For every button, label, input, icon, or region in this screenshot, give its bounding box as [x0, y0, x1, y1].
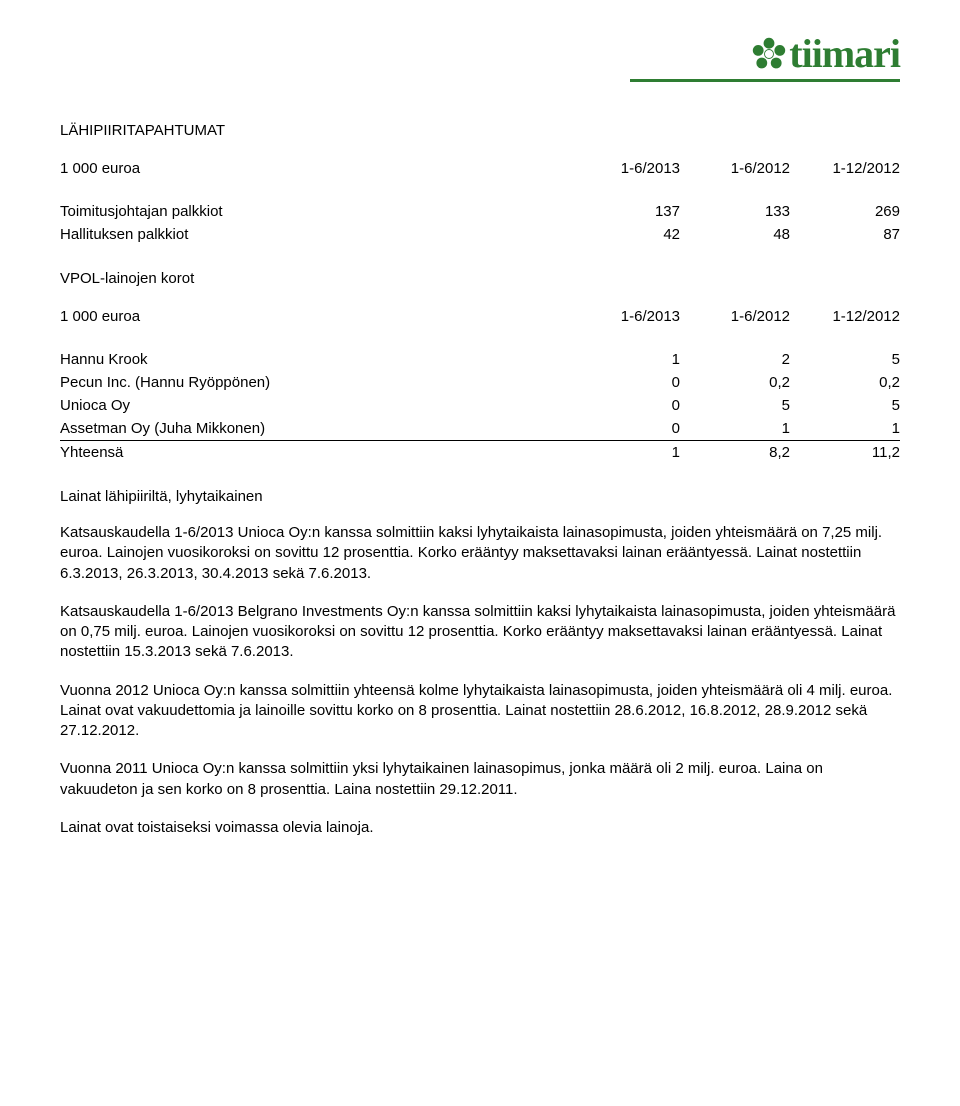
table-row: Assetman Oy (Juha Mikkonen) 0 1 1	[60, 417, 900, 441]
cell: 1	[790, 417, 900, 441]
unit-label: 1 000 euroa	[60, 157, 570, 180]
logo-underline	[630, 79, 900, 82]
table-row: Hallituksen palkkiot 42 48 87	[60, 223, 900, 246]
cell: 2	[680, 348, 790, 371]
cell: 48	[680, 223, 790, 246]
col-header: 1-6/2012	[680, 305, 790, 328]
paragraph: Katsauskaudella 1-6/2013 Belgrano Invest…	[60, 602, 900, 663]
paragraph: Katsauskaudella 1-6/2013 Unioca Oy:n kan…	[60, 523, 900, 584]
logo-text: tiimari	[789, 30, 900, 77]
col-header: 1-6/2012	[680, 157, 790, 180]
row-label: Assetman Oy (Juha Mikkonen)	[60, 417, 570, 441]
paragraph: Lainat ovat toistaiseksi voimassa olevia…	[60, 818, 900, 838]
flower-icon	[751, 36, 787, 72]
paragraph: Vuonna 2012 Unioca Oy:n kanssa solmittii…	[60, 681, 900, 742]
paragraph: Vuonna 2011 Unioca Oy:n kanssa solmittii…	[60, 759, 900, 800]
row-label: Toimitusjohtajan palkkiot	[60, 200, 570, 223]
row-label: Hallituksen palkkiot	[60, 223, 570, 246]
table-row: Unioca Oy 0 5 5	[60, 394, 900, 417]
row-label: Hannu Krook	[60, 348, 570, 371]
cell: 1	[570, 441, 680, 465]
col-header: 1-12/2012	[790, 157, 900, 180]
table-vpol: 1 000 euroa 1-6/2013 1-6/2012 1-12/2012 …	[60, 305, 900, 464]
logo-container: tiimari	[630, 30, 900, 82]
loans-heading: Lainat lähipiiriltä, lyhytaikainen	[60, 488, 900, 505]
cell: 8,2	[680, 441, 790, 465]
section-title-2: VPOL-lainojen korot	[60, 270, 900, 287]
cell: 1	[680, 417, 790, 441]
cell: 1	[570, 348, 680, 371]
col-header: 1-6/2013	[570, 157, 680, 180]
table-row: Hannu Krook 1 2 5	[60, 348, 900, 371]
cell: 11,2	[790, 441, 900, 465]
cell: 5	[790, 348, 900, 371]
row-label: Pecun Inc. (Hannu Ryöppönen)	[60, 371, 570, 394]
cell: 0	[570, 394, 680, 417]
logo: tiimari	[751, 30, 900, 77]
col-header: 1-6/2013	[570, 305, 680, 328]
col-header: 1-12/2012	[790, 305, 900, 328]
cell: 0,2	[680, 371, 790, 394]
row-label: Unioca Oy	[60, 394, 570, 417]
table-palkkiot: 1 000 euroa 1-6/2013 1-6/2012 1-12/2012 …	[60, 157, 900, 246]
cell: 87	[790, 223, 900, 246]
unit-label: 1 000 euroa	[60, 305, 570, 328]
cell: 269	[790, 200, 900, 223]
cell: 0	[570, 371, 680, 394]
total-label: Yhteensä	[60, 441, 570, 465]
table-total-row: Yhteensä 1 8,2 11,2	[60, 441, 900, 465]
cell: 5	[790, 394, 900, 417]
cell: 133	[680, 200, 790, 223]
page-header: tiimari	[60, 30, 900, 82]
table-row: Toimitusjohtajan palkkiot 137 133 269	[60, 200, 900, 223]
cell: 0	[570, 417, 680, 441]
cell: 0,2	[790, 371, 900, 394]
cell: 137	[570, 200, 680, 223]
section-title-1: LÄHIPIIRITAPAHTUMAT	[60, 122, 900, 139]
cell: 42	[570, 223, 680, 246]
table-row: Pecun Inc. (Hannu Ryöppönen) 0 0,2 0,2	[60, 371, 900, 394]
cell: 5	[680, 394, 790, 417]
